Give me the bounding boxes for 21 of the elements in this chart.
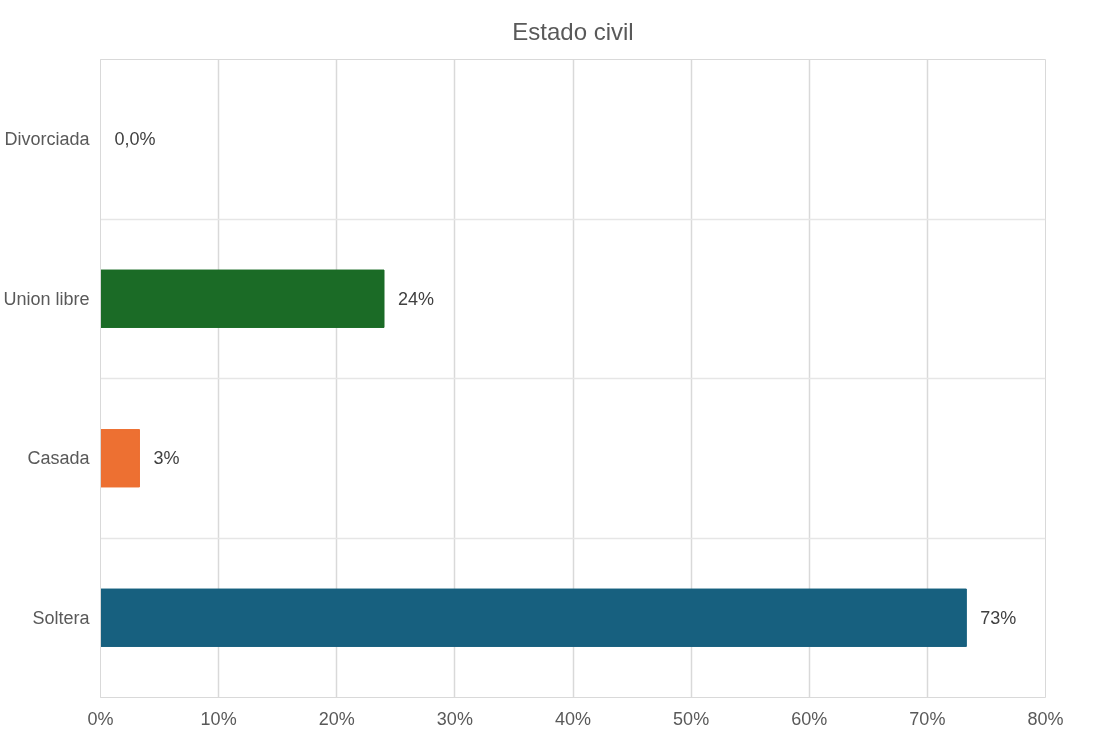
x-tick-label: 60% [791,708,828,729]
y-tick-label: Divorciada [4,129,91,150]
chart-title: Estado civil [512,17,634,45]
bar [100,269,385,328]
x-tick-label: 40% [554,708,592,729]
data-label: 3% [153,448,180,469]
x-tick-label: 0% [87,708,114,729]
bar [100,588,967,647]
x-tick-label: 80% [1027,708,1064,729]
y-tick-label: Union libre [3,288,90,309]
x-tick-label: 30% [436,708,473,729]
y-tick-label: Soltera [32,607,91,628]
x-tick-label: 50% [673,708,710,729]
x-tick-label: 70% [909,708,946,729]
data-label: 24% [398,288,435,309]
data-label: 0,0% [114,129,156,150]
bar [100,429,140,488]
data-label: 73% [980,607,1017,628]
y-tick-label: Casada [27,448,91,469]
x-tick-label: 20% [318,708,355,729]
x-tick-label: 10% [200,708,237,729]
